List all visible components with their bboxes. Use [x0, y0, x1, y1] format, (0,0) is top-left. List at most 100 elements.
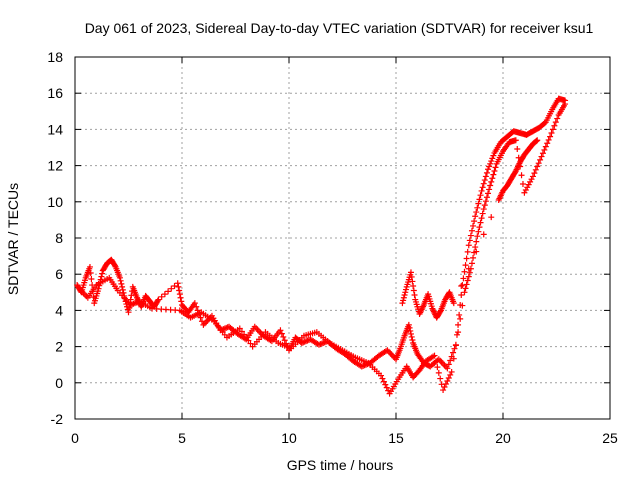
data-point: [116, 274, 123, 281]
data-point: [541, 146, 548, 153]
y-tick-label: 0: [55, 375, 63, 391]
data-point: [482, 173, 489, 180]
data-point: [518, 172, 525, 179]
data-point: [534, 163, 541, 170]
data-point: [447, 357, 454, 364]
data-point: [431, 352, 438, 359]
data-point: [461, 289, 468, 296]
data-point: [477, 192, 484, 199]
data-point: [447, 371, 454, 378]
data-point: [465, 242, 472, 249]
data-point: [488, 214, 495, 221]
data-point: [487, 160, 494, 167]
data-point: [524, 184, 531, 191]
data-point: [529, 173, 536, 180]
data-point: [87, 269, 94, 276]
data-point: [453, 331, 460, 338]
data-point: [197, 314, 204, 321]
data-point: [405, 321, 412, 328]
data-point: [490, 152, 497, 159]
data-point: [488, 158, 495, 165]
data-point: [525, 181, 532, 188]
y-tick-label: 2: [55, 339, 63, 355]
data-point: [178, 298, 185, 305]
data-point: [485, 166, 492, 173]
data-point: [154, 297, 161, 304]
data-point: [492, 164, 499, 171]
data-point: [480, 180, 487, 187]
data-point: [470, 254, 477, 261]
data-point: [533, 137, 540, 144]
data-point: [88, 276, 95, 283]
data-point: [479, 184, 486, 191]
data-point: [512, 137, 519, 144]
data-point: [111, 262, 118, 269]
data-point: [527, 178, 534, 185]
data-point: [455, 321, 462, 328]
data-point: [86, 263, 93, 270]
data-point: [463, 281, 470, 288]
data-point: [168, 285, 175, 292]
data-point: [477, 219, 484, 226]
data-point: [444, 365, 451, 372]
data-point: [489, 175, 496, 182]
data-point: [408, 273, 415, 280]
data-point: [522, 187, 529, 194]
data-point: [175, 283, 182, 290]
data-point: [465, 265, 472, 272]
data-point: [402, 289, 409, 296]
data-point: [378, 372, 385, 379]
data-point: [476, 196, 483, 203]
data-point: [155, 296, 162, 303]
data-point: [99, 270, 106, 277]
data-point: [441, 384, 448, 391]
data-point: [410, 287, 417, 294]
data-point: [118, 280, 125, 287]
data-point: [468, 260, 475, 267]
data-point: [399, 300, 406, 307]
data-point: [400, 294, 407, 301]
data-point: [451, 345, 458, 352]
data-point: [514, 146, 521, 153]
x-axis-label: GPS time / hours: [287, 457, 394, 473]
data-point: [470, 222, 477, 229]
data-point: [122, 298, 129, 305]
data-point: [408, 333, 415, 340]
data-point: [562, 101, 569, 108]
data-point: [435, 369, 442, 376]
data-point: [460, 275, 467, 282]
y-tick-label: -2: [51, 411, 64, 427]
data-point: [465, 273, 472, 280]
data-point: [466, 237, 473, 244]
data-point: [480, 206, 487, 213]
data-point: [458, 282, 465, 289]
data-point: [478, 187, 485, 194]
x-tick-label: 20: [495, 430, 511, 446]
data-point: [462, 285, 469, 292]
data-point: [440, 387, 447, 394]
data-point: [459, 282, 466, 289]
data-point: [554, 115, 561, 122]
data-point: [127, 296, 134, 303]
data-point: [545, 136, 552, 143]
data-point: [243, 334, 250, 341]
data-point: [474, 233, 481, 240]
data-point: [544, 140, 551, 147]
data-point: [158, 293, 165, 300]
data-point: [119, 283, 126, 290]
y-tick-label: 10: [47, 194, 63, 210]
data-point: [448, 368, 455, 375]
data-point: [410, 282, 417, 289]
data-point: [407, 269, 414, 276]
data-point: [401, 292, 408, 299]
data-point: [434, 364, 441, 371]
data-point: [380, 378, 387, 385]
data-point: [489, 155, 496, 162]
data-point: [476, 224, 483, 231]
data-point: [462, 262, 469, 269]
data-point: [126, 304, 133, 311]
data-point: [177, 294, 184, 301]
data-point: [432, 358, 439, 365]
data-point: [473, 238, 480, 245]
data-point: [238, 328, 245, 335]
